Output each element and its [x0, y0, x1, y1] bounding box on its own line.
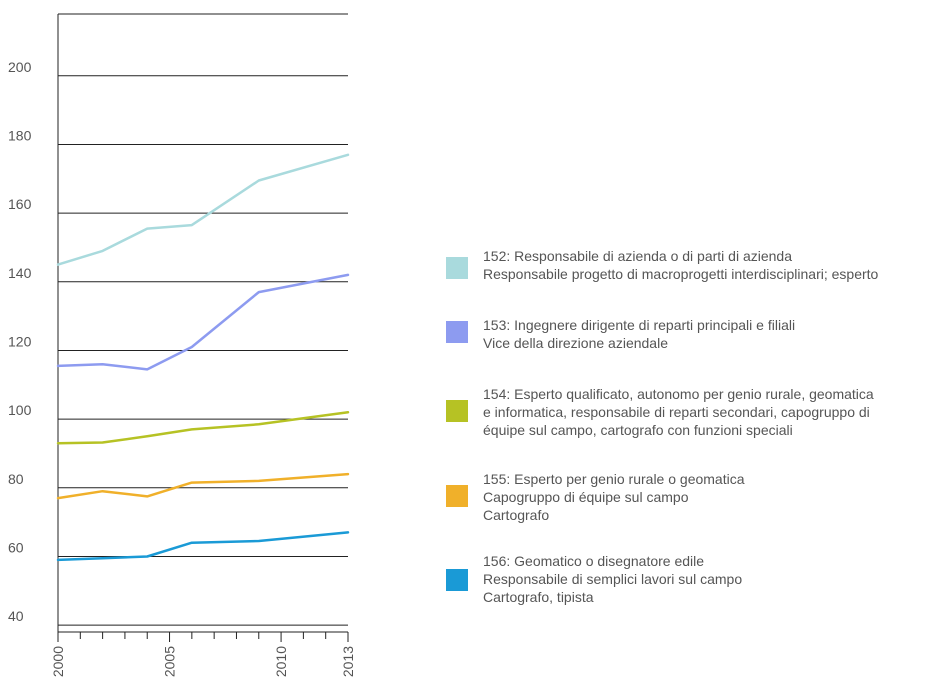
series-line-153	[56, 273, 350, 371]
legend-line: Cartografo	[483, 507, 550, 523]
legend-swatch-152	[446, 257, 468, 279]
series-line-155	[56, 472, 350, 500]
series-line-152	[56, 153, 350, 266]
legend-text-155: 155: Esperto per genio rurale o geomatic…	[483, 470, 745, 524]
legend-text-154: 154: Esperto qualificato, autonomo per g…	[483, 385, 874, 439]
legend-swatch-155	[446, 485, 468, 507]
x-tick-label: 2013	[340, 646, 356, 677]
legend-line: 155: Esperto per genio rurale o geomatic…	[483, 471, 745, 487]
y-tick-label: 80	[8, 471, 24, 487]
y-tick-label: 60	[8, 539, 24, 555]
x-tick-label: 2005	[162, 646, 178, 677]
legend-line: e informatica, responsabile di reparti s…	[483, 404, 870, 420]
y-tick-label: 200	[8, 59, 32, 75]
legend-swatch-154	[446, 400, 468, 422]
x-tick-label: 2000	[50, 646, 66, 677]
y-tick-label: 100	[8, 402, 32, 418]
legend-text-156: 156: Geomatico o disegnatore edile Respo…	[483, 552, 742, 606]
legend-line: 153: Ingegnere dirigente di reparti prin…	[483, 317, 796, 333]
y-tick-label: 160	[8, 196, 32, 212]
y-tick-label: 140	[8, 265, 32, 281]
legend-line: Responsabile di semplici lavori sul camp…	[483, 571, 743, 587]
legend-swatch-156	[446, 569, 468, 591]
x-tick-label: 2010	[273, 646, 289, 677]
legend-line: 152: Responsabile di azienda o di parti …	[483, 248, 792, 264]
legend-line: équipe sul campo, cartografo con funzion…	[483, 422, 793, 438]
series-line-154	[56, 411, 350, 445]
legend-line: Capogruppo di équipe sul campo	[483, 489, 689, 505]
legend-line: Vice della direzione aziendale	[483, 335, 668, 351]
legend-swatch-153	[446, 321, 468, 343]
legend-line: Cartografo, tipista	[483, 589, 594, 605]
series-line-156	[56, 531, 350, 562]
legend-line: 156: Geomatico o disegnatore edile	[483, 553, 705, 569]
legend-text-152: 152: Responsabile di azienda o di parti …	[483, 247, 878, 283]
legend-line: Responsabile progetto di macroprogetti i…	[483, 266, 879, 282]
legend-text-153: 153: Ingegnere dirigente di reparti prin…	[483, 316, 795, 352]
y-tick-label: 180	[8, 127, 32, 143]
y-tick-label: 40	[8, 608, 24, 624]
y-tick-label: 120	[8, 333, 32, 349]
legend-line: 154: Esperto qualificato, autonomo per g…	[483, 386, 874, 402]
